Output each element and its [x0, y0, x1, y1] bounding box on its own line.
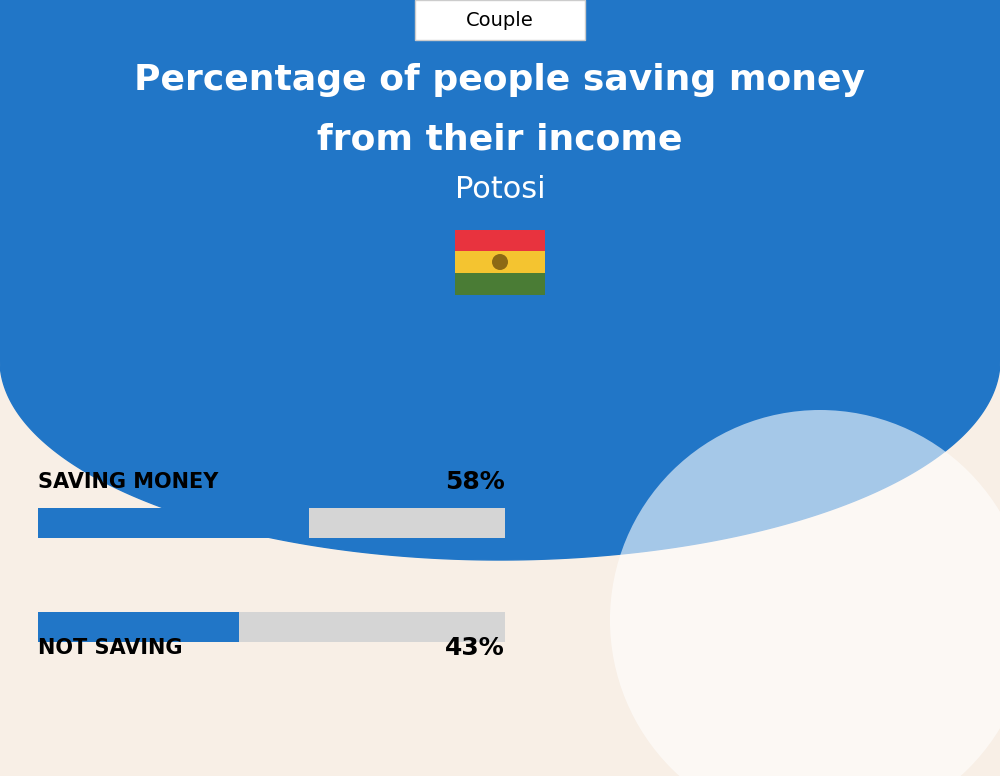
Bar [38, 612, 505, 642]
FancyBboxPatch shape [415, 0, 585, 40]
Polygon shape [0, 0, 1000, 560]
Text: SAVING MONEY: SAVING MONEY [38, 472, 218, 492]
Text: Percentage of people saving money: Percentage of people saving money [134, 63, 866, 97]
Bar [455, 230, 545, 251]
Text: Potosi: Potosi [455, 175, 545, 205]
Ellipse shape [610, 410, 1000, 776]
Bar [38, 612, 239, 642]
Text: 43%: 43% [445, 636, 505, 660]
Circle shape [492, 254, 508, 270]
Text: 58%: 58% [445, 470, 505, 494]
Bar [38, 508, 505, 538]
Bar [455, 273, 545, 295]
Bar [38, 508, 309, 538]
Text: NOT SAVING: NOT SAVING [38, 638, 182, 658]
Bar [455, 251, 545, 273]
Text: from their income: from their income [317, 123, 683, 157]
Text: Couple: Couple [466, 11, 534, 29]
